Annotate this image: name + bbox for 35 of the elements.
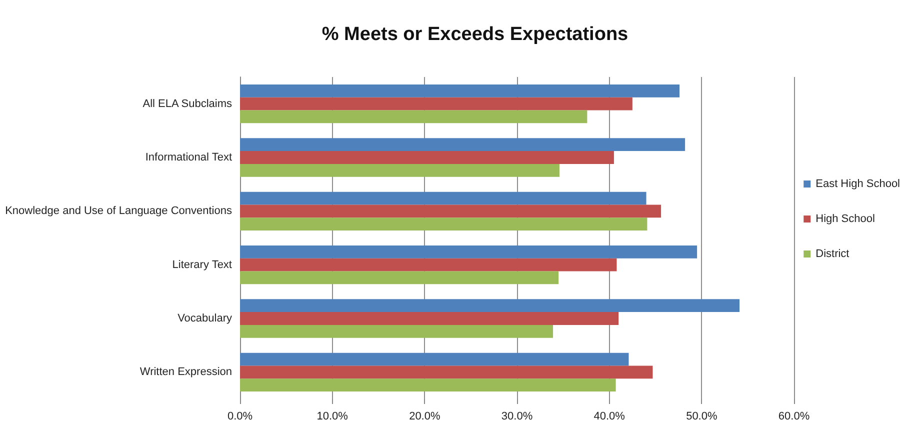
bar [240,312,619,325]
y-tick-label: Written Expression [140,366,232,378]
bar [240,366,653,379]
x-tick-label: 40.0% [594,410,626,422]
x-tick-label: 0.0% [227,410,253,422]
bar [240,352,629,366]
bar [240,138,686,152]
y-tick-label: Vocabulary [178,312,232,324]
x-tick-label: 30.0% [501,410,533,422]
bar [240,204,662,218]
legend-label: District [816,248,850,260]
y-tick-label: Literary Text [172,258,232,271]
bar [240,151,614,164]
x-tick-label: 20.0% [409,410,440,422]
x-tick-label: 50.0% [686,410,718,422]
y-tick-label: Knowledge and Use of Language Conventions [5,205,232,218]
x-tick-label: 60.0% [778,410,810,422]
bar [240,324,554,338]
bar [240,164,560,177]
bar [240,271,559,284]
bar [240,218,648,230]
bar [240,110,588,124]
y-tick-label: Informational Text [145,152,232,164]
bar [240,378,616,392]
legend-label: East High School [816,178,900,190]
legend-label: High School [816,213,875,225]
chart-title: % Meets or Exceeds Expectations [322,24,628,45]
bar [240,258,617,272]
x-tick-label: 10.0% [316,410,348,422]
bar [240,97,632,110]
bar [240,192,646,205]
y-tick-label: All ELA Subclaims [142,98,232,110]
bar [240,84,680,98]
bar [240,246,698,258]
bar [240,299,740,312]
